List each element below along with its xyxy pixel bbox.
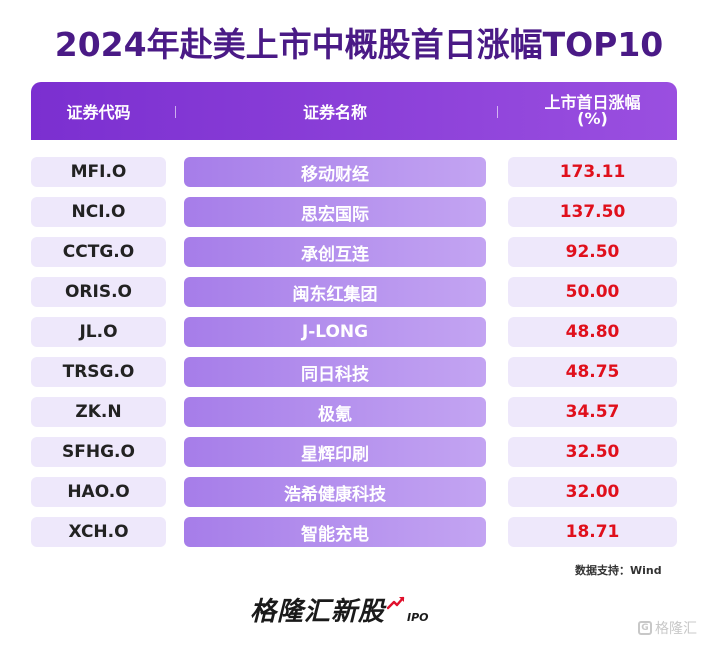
header-gain: 上市首日涨幅 (%) xyxy=(508,82,677,140)
logo-ipo: IPO xyxy=(407,611,429,624)
first-day-gain: 50.00 xyxy=(508,277,677,307)
watermark: G 格隆汇 xyxy=(638,618,697,638)
table-row: TRSG.O 同日科技 48.75 xyxy=(31,357,677,387)
watermark-icon: G xyxy=(638,621,652,635)
first-day-gain: 32.00 xyxy=(508,477,677,507)
table-row: XCH.O 智能充电 18.71 xyxy=(31,517,677,547)
security-name: 同日科技 xyxy=(184,357,486,387)
security-code: XCH.O xyxy=(31,517,166,547)
security-code: NCI.O xyxy=(31,197,166,227)
header-code: 证券代码 xyxy=(66,103,131,122)
table-row: NCI.O 思宏国际 137.50 xyxy=(31,197,677,227)
header-divider xyxy=(497,106,498,118)
security-code: MFI.O xyxy=(31,157,166,187)
table-row: JL.O J-LONG 48.80 xyxy=(31,317,677,347)
security-name: J-LONG xyxy=(184,317,486,347)
data-source: 数据支持：Wind xyxy=(575,564,662,577)
first-day-gain: 32.50 xyxy=(508,437,677,467)
security-name: 浩希健康科技 xyxy=(184,477,486,507)
table-row: SFHG.O 星辉印刷 32.50 xyxy=(31,437,677,467)
security-code: ORIS.O xyxy=(31,277,166,307)
security-name: 闽东红集团 xyxy=(184,277,486,307)
security-name: 移动财经 xyxy=(184,157,486,187)
table-row: CCTG.O 承创互连 92.50 xyxy=(31,237,677,267)
header-divider xyxy=(175,106,176,118)
security-code: SFHG.O xyxy=(31,437,166,467)
security-code: JL.O xyxy=(31,317,166,347)
first-day-gain: 137.50 xyxy=(508,197,677,227)
security-name: 思宏国际 xyxy=(184,197,486,227)
first-day-gain: 173.11 xyxy=(508,157,677,187)
table-body: MFI.O 移动财经 173.11 NCI.O 思宏国际 137.50 CCTG… xyxy=(31,157,677,557)
first-day-gain: 34.57 xyxy=(508,397,677,427)
header-gain-unit: (%) xyxy=(577,109,608,128)
security-code: ZK.N xyxy=(31,397,166,427)
header-gain-label: 上市首日涨幅 xyxy=(544,93,641,112)
security-name: 承创互连 xyxy=(184,237,486,267)
brand-logo: 格隆汇新股 IPO xyxy=(250,588,429,628)
table-row: ZK.N 极氪 34.57 xyxy=(31,397,677,427)
table-row: HAO.O 浩希健康科技 32.00 xyxy=(31,477,677,507)
watermark-text: 格隆汇 xyxy=(655,621,697,637)
security-name: 极氪 xyxy=(184,397,486,427)
first-day-gain: 92.50 xyxy=(508,237,677,267)
table-row: MFI.O 移动财经 173.11 xyxy=(31,157,677,187)
table-header: 证券代码 证券名称 上市首日涨幅 (%) xyxy=(31,82,677,140)
security-name: 智能充电 xyxy=(184,517,486,547)
security-code: HAO.O xyxy=(31,477,166,507)
first-day-gain: 18.71 xyxy=(508,517,677,547)
security-name: 星辉印刷 xyxy=(184,437,486,467)
rising-arrow-icon xyxy=(386,595,405,614)
first-day-gain: 48.75 xyxy=(508,357,677,387)
first-day-gain: 48.80 xyxy=(508,317,677,347)
security-code: CCTG.O xyxy=(31,237,166,267)
logo-text: 格隆汇新股 xyxy=(250,597,386,627)
table-row: ORIS.O 闽东红集团 50.00 xyxy=(31,277,677,307)
security-code: TRSG.O xyxy=(31,357,166,387)
header-name: 证券名称 xyxy=(302,103,367,122)
page-title: 2024年赴美上市中概股首日涨幅TOP10 xyxy=(54,25,664,64)
